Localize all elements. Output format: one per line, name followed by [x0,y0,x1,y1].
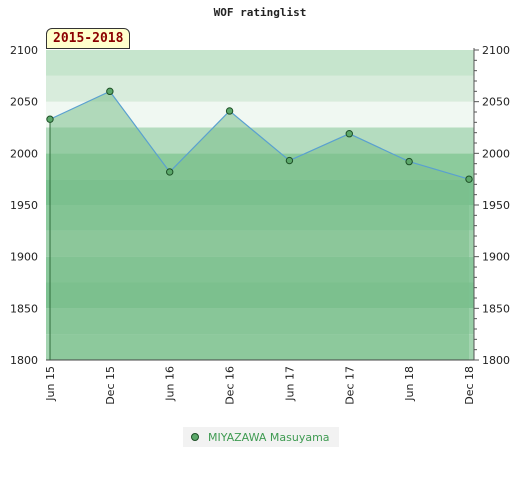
y-tick-label-right: 1950 [482,199,510,212]
legend[interactable]: MIYAZAWA Masuyama [183,427,339,447]
x-tick-label: Dec 17 [343,366,356,405]
legend-marker-icon [191,433,199,441]
background-band [46,50,474,76]
series-line [49,90,470,180]
data-point[interactable] [225,107,234,115]
x-tick-label: Dec 16 [224,366,237,405]
chart-title: WOF ratinglist [213,6,307,19]
data-point[interactable] [106,87,114,96]
data-point[interactable] [166,168,174,176]
data-markers [46,87,473,183]
period-badge: 2015-2018 [46,28,131,49]
x-tick-label: Dec 15 [104,366,117,405]
background-band [46,75,474,102]
y-tick-label-right: 1800 [482,354,510,367]
y-tick-label-left: 2000 [10,147,38,160]
y-tick-label-left: 1950 [10,199,38,212]
y-tick-label-left: 2100 [10,44,38,57]
y-tick-label-right: 1850 [482,302,510,315]
y-tick-label-left: 2050 [10,96,38,109]
data-point[interactable] [46,115,54,123]
x-tick-label: Jun 18 [403,366,416,402]
axes: 1800 1800 1850 1850 1900 1900 1950 1950 2000 2000… [10,44,510,405]
data-point[interactable] [405,157,413,166]
y-tick-label-left: 1900 [10,251,38,264]
y-tick-label-left: 1850 [10,302,38,315]
x-tick-label: Jun 15 [44,366,57,402]
y-tick-label-right: 2100 [482,44,510,57]
data-point[interactable] [345,130,353,138]
y-tick-label-right: 2050 [482,96,510,109]
x-tick-label: Jun 17 [283,366,296,402]
series-area [50,91,469,360]
area-fill [50,91,469,360]
data-point[interactable] [285,156,294,165]
legend-label: MIYAZAWA Masuyama [208,430,330,444]
x-tick-label: Dec 18 [463,366,476,405]
y-tick-label-right: 2000 [482,147,510,160]
y-tick-label-right: 1900 [482,251,510,264]
data-point[interactable] [465,175,473,183]
y-tick-label-left: 1800 [10,354,38,367]
series-line-path [49,90,470,180]
x-tick-label: Jun 16 [164,366,177,402]
